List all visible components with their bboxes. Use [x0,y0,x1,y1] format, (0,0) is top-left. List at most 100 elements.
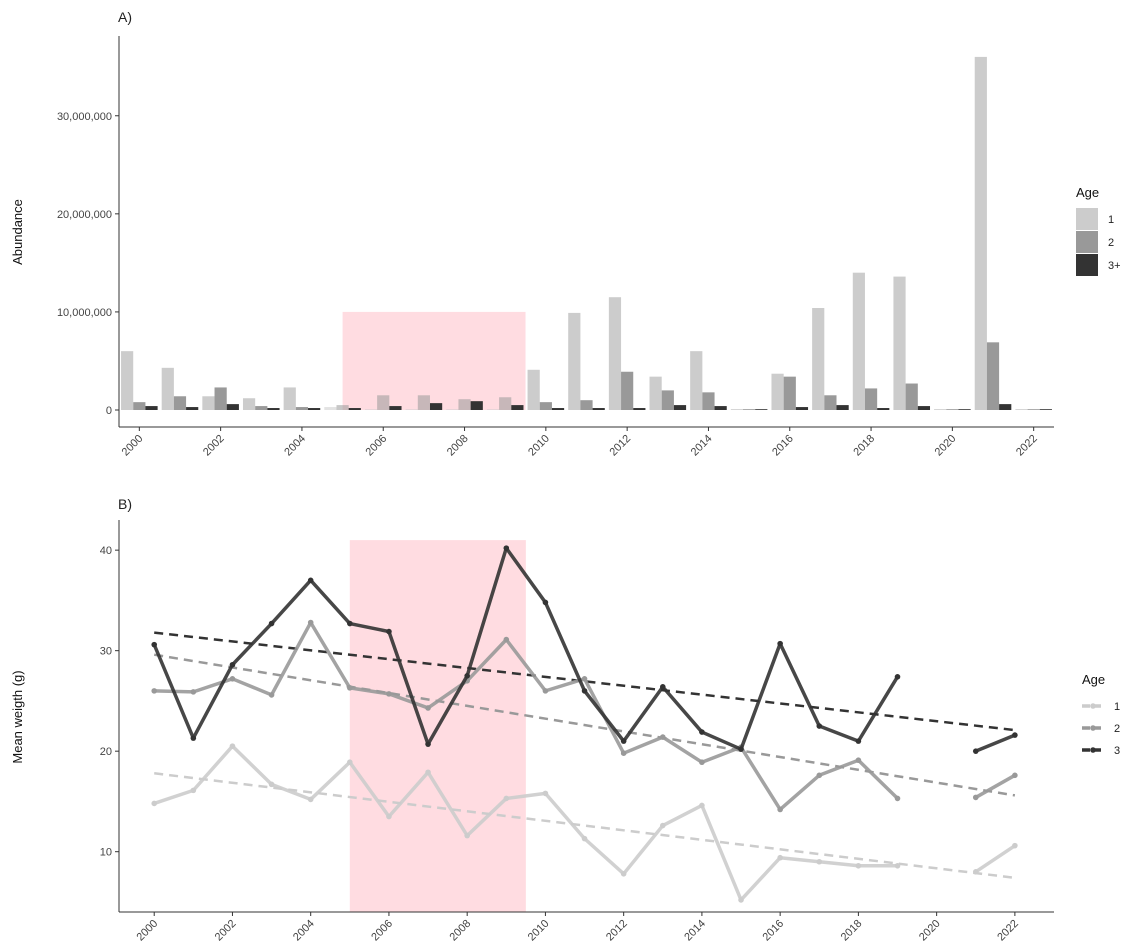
bar-age-2-2015 [743,409,756,410]
panel-a-x-tick-label: 2016 [770,433,796,459]
point-age-3-2004 [307,577,314,584]
point-age-2-2014 [699,759,705,766]
legend-key-age-1 [1076,208,1098,230]
point-age-2-2006 [386,691,392,697]
bar-age-3plus-2001 [186,407,199,410]
bar-age-2-2011 [580,400,593,410]
panel-b-x-tick-label: 2014 [682,918,708,944]
bar-age-2-2017 [824,395,837,410]
bar-age-1-2006 [364,409,378,410]
point-age-1-2018 [855,862,862,869]
panel-b-x-tick-label: 2012 [604,918,630,944]
panel-b-x-tick-label: 2018 [839,918,865,944]
bar-age-2-2022 [1027,409,1040,410]
legend-label-age-1: 1 [1114,701,1120,713]
series-line-age-2 [154,620,899,812]
bar-age-2-2010 [539,402,552,410]
bar-age-3plus-2010 [551,408,565,410]
panel-b-x-tick-label: 2016 [760,918,786,944]
point-age-2-2010 [542,688,549,694]
panel-b-x-tick-label: 2000 [135,918,161,944]
point-age-1-2005 [347,759,353,766]
bar-age-3plus-2000 [145,406,158,410]
bar-age-2-2002 [214,387,227,410]
panel-a-x-tick-label: 2008 [445,433,471,459]
bar-age-3plus-2004 [308,408,321,410]
panel-b-x-tick-label: 2006 [369,918,395,944]
point-age-2-2016 [777,806,783,813]
series-line-age-3 [152,546,900,751]
legend-key-point-age-1 [1090,703,1096,709]
panel-a-legend: Age 1 2 3+ [1076,185,1121,276]
point-age-3-2006 [386,628,392,635]
bar-age-1-2004 [283,387,296,410]
point-age-2-2007 [425,705,431,711]
panel-b-x-tick-label: 2010 [526,918,552,944]
panel-a-abundance-chart: A) 0 10,000,000 20,000,000 30,000,000 2000 20… [10,9,1121,458]
bar-age-1-2013 [649,376,662,410]
panel-b-legend-title: Age [1082,672,1105,687]
bar-age-1-2021 [974,56,987,410]
bar-age-1-2009 [486,409,500,410]
bar-age-2-2000 [133,402,146,410]
panel-a-x-tick-label: 2000 [120,433,146,459]
bar-age-1-2001 [161,367,174,410]
bar-age-2-2012 [621,371,634,410]
bar-age-2-2018 [864,388,878,410]
legend-label-age-3plus: 3+ [1108,260,1121,272]
bar-age-3plus-2002 [226,404,239,410]
bar-age-2-2006 [377,395,390,410]
bar-age-1-2017 [812,307,825,410]
bar-age-2-2007 [417,395,430,410]
panel-b-legend: Age 1 2 3 [1082,672,1120,757]
bar-age-3plus-2016 [795,407,809,410]
panel-b-x-tick-label: 2004 [291,918,317,944]
legend-key-point-age-2 [1090,725,1096,731]
legend-label-age-2: 2 [1114,723,1120,735]
panel-b-y-tick-label: 20 [100,746,112,758]
point-age-1-2009 [503,795,510,802]
point-age-1-2017 [816,858,823,865]
panel-b-x-tick-label: 2008 [448,918,474,944]
point-age-1-2011 [581,835,588,842]
bar-age-1-2008 [446,409,459,410]
bar-age-2-2016 [783,376,796,410]
point-age-1-2007 [425,769,431,776]
panel-b-x-tick-label: 2002 [213,918,239,944]
bar-age-3plus-2020 [958,409,971,410]
panel-a-x-tick-label: 2004 [282,433,308,459]
panel-a-x-tick-label: 2022 [1014,433,1040,459]
bar-age-1-2003 [242,398,256,410]
point-age-2-2022 [1012,772,1018,779]
bar-age-1-2007 [405,409,418,410]
panel-a-x-tick-label: 2006 [364,433,390,459]
point-age-1-2001 [190,787,197,794]
legend-key-point-age-3 [1090,747,1096,753]
point-age-2-2002 [229,676,236,682]
bar-age-3plus-2011 [592,408,605,410]
panel-b-x-tick-label: 2022 [995,918,1021,944]
trend-line-age-1 [154,772,1016,880]
trend-line-age-3 [154,631,1016,732]
legend-key-age-3plus [1076,254,1098,276]
point-age-3-2017 [816,723,823,729]
series-line-age-1 [974,844,1016,874]
panel-a-x-tick-label: 2002 [201,433,227,459]
point-age-2-2003 [268,692,275,698]
point-age-3-2011 [581,688,588,694]
panel-a-x-tick-label: 2010 [526,433,552,459]
bar-age-1-2014 [690,351,703,410]
point-age-2-2013 [659,734,666,740]
point-age-2-2021 [972,794,979,801]
point-age-2-2004 [307,619,314,626]
panel-a-y-axis-title: Abundance [10,199,25,265]
point-age-1-2013 [659,822,666,829]
panel-b-y-tick-label: 40 [100,545,112,557]
series-line-age-1 [153,744,898,902]
panel-a-bars [121,56,1052,410]
point-age-1-2019 [894,862,901,869]
point-age-1-2012 [620,871,627,877]
bar-age-3plus-2021 [999,404,1012,410]
point-age-3-2008 [464,672,470,679]
